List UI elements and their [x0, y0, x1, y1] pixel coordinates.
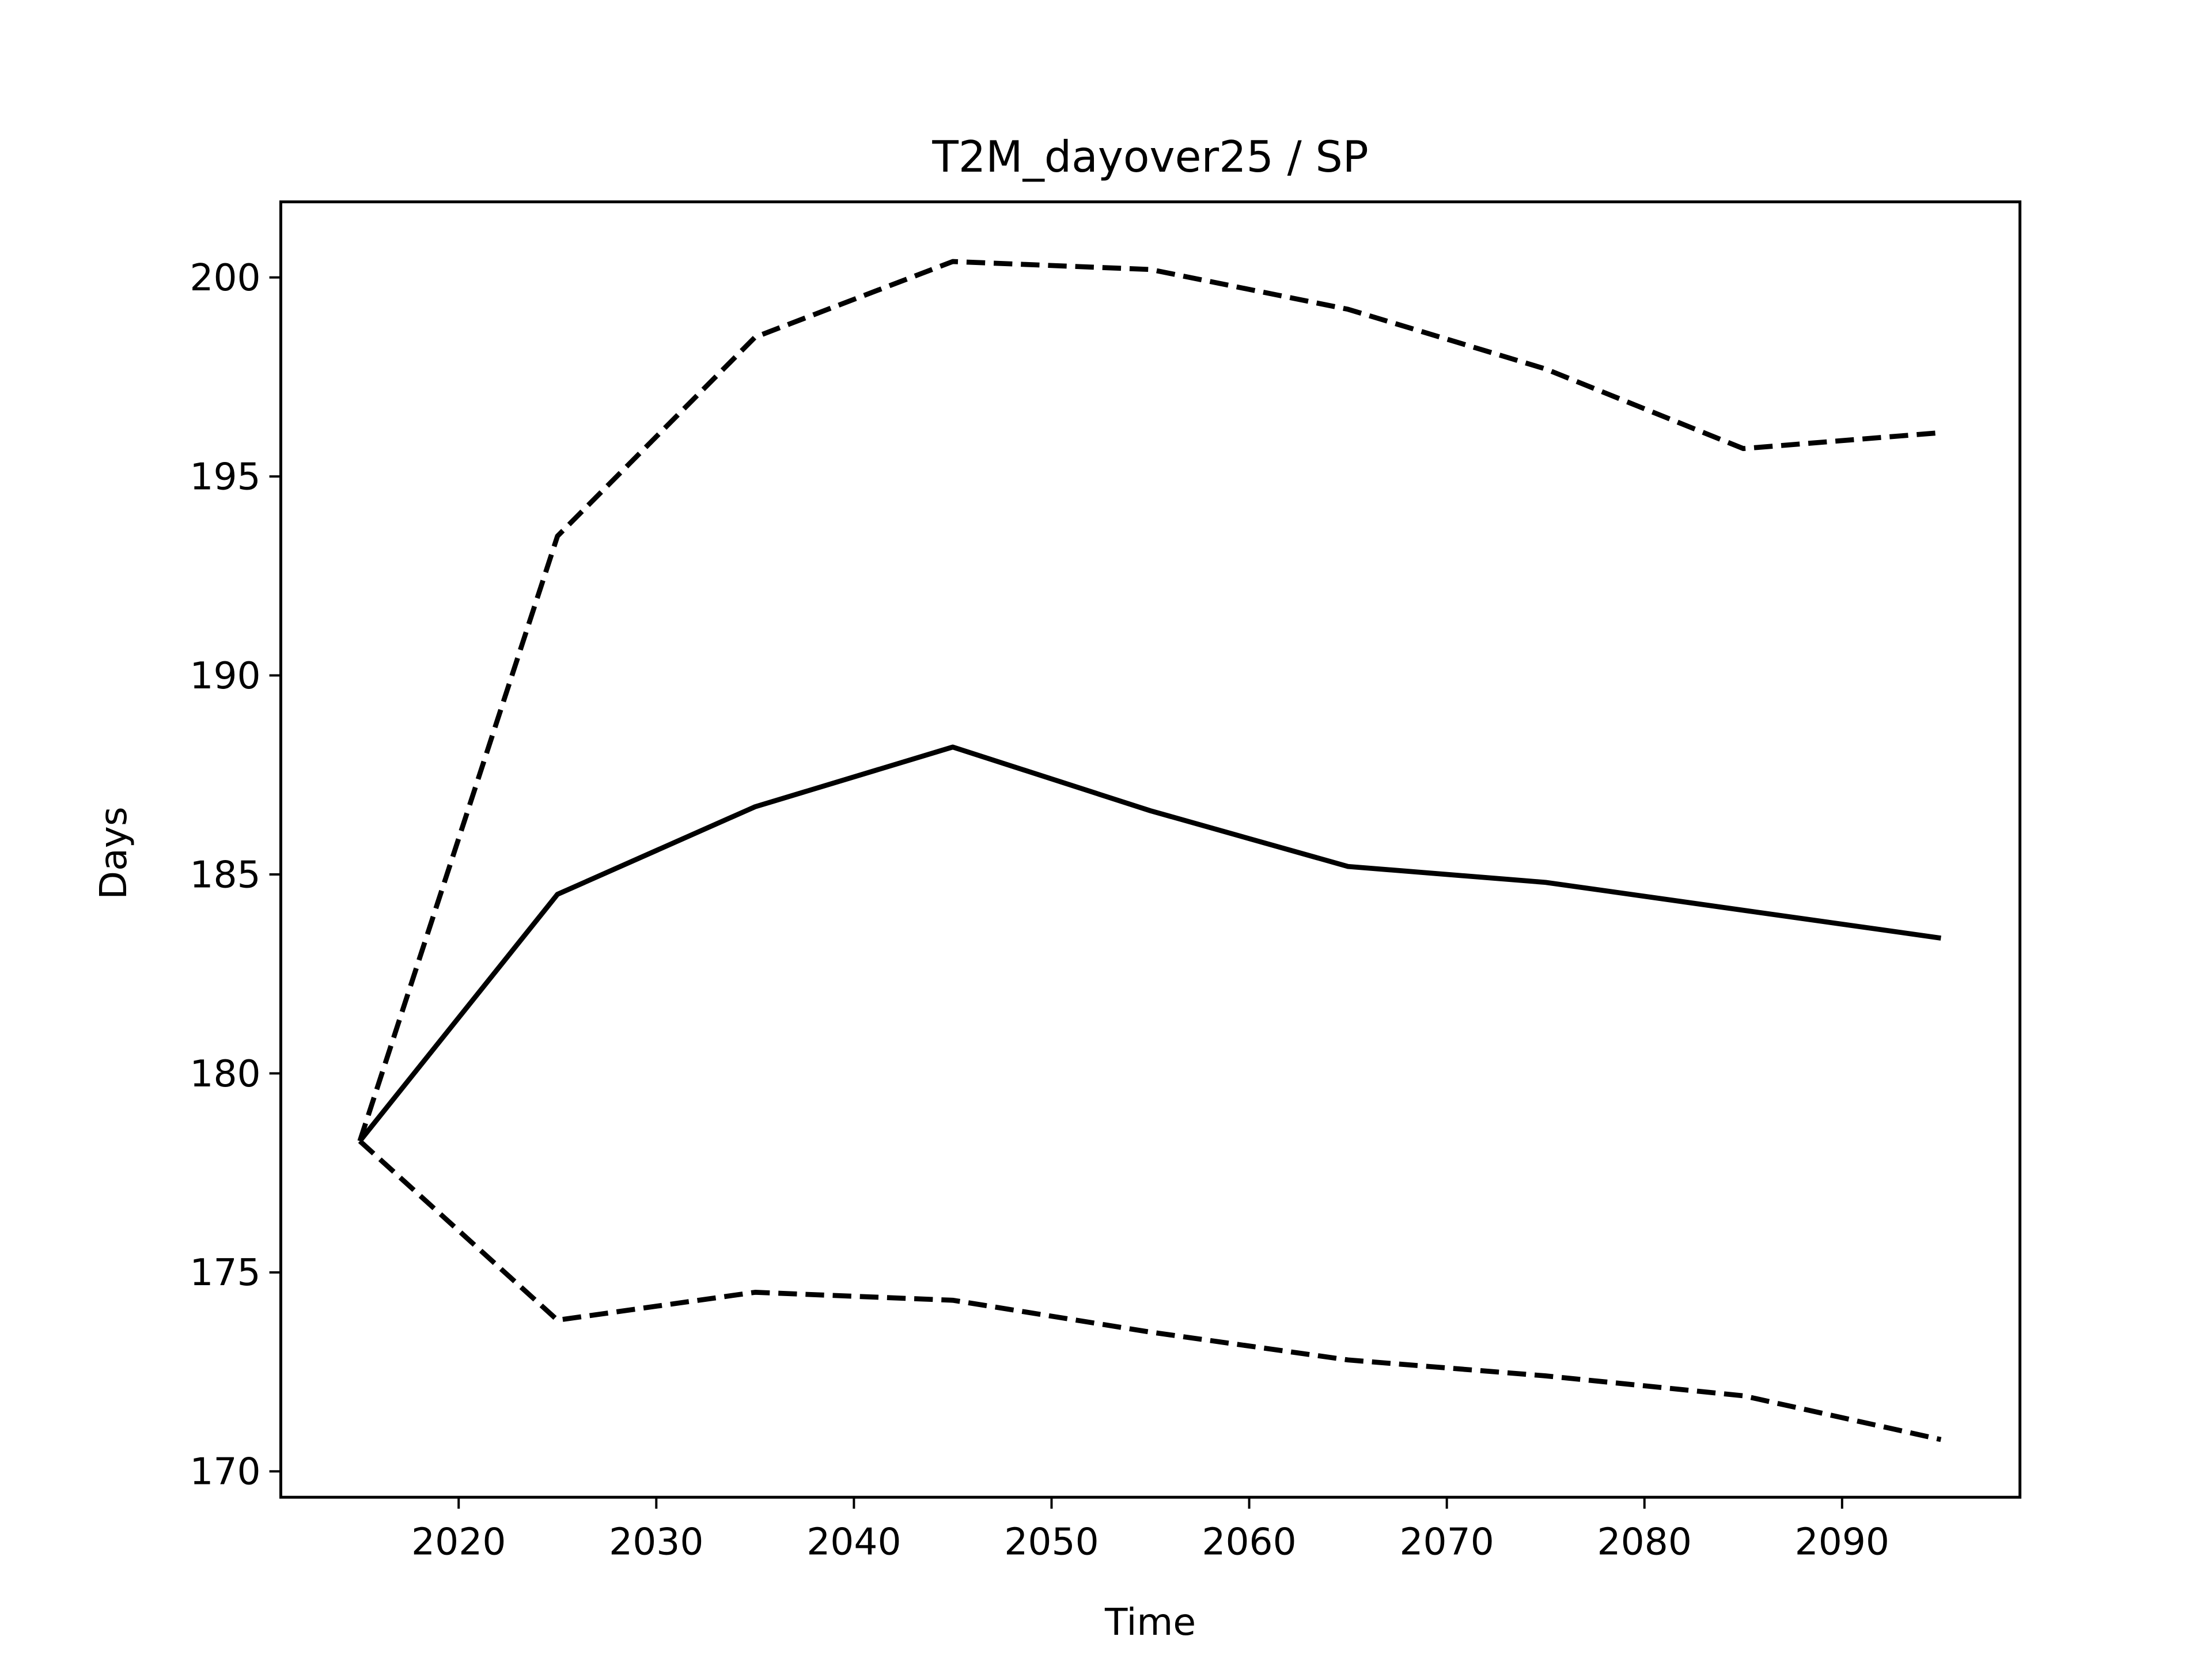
x-tick-label: 2090 [1795, 1521, 1889, 1564]
x-tick-label: 2040 [806, 1521, 901, 1564]
y-axis-label: Days [92, 806, 135, 899]
axis-ticks: 2020 2030 2040 2050 2060 2070 2080 2090 170 175 18… [190, 256, 1889, 1564]
series-line-2 [358, 1139, 1942, 1442]
x-tick-label: 2030 [609, 1521, 703, 1564]
x-tick-label: 2070 [1399, 1521, 1494, 1564]
y-tick-label: 190 [190, 654, 260, 698]
y-tick-label: 175 [190, 1251, 260, 1294]
x-tick-label: 2020 [411, 1521, 506, 1564]
y-tick-label: 170 [190, 1450, 260, 1494]
y-tick-label: 195 [190, 455, 260, 498]
chart-title: T2M_dayover25 / SP [931, 132, 1368, 182]
plot-area [357, 259, 1942, 1442]
y-tick-label: 200 [190, 256, 260, 300]
x-axis-label: Time [1104, 1601, 1196, 1644]
y-tick-label: 180 [190, 1052, 260, 1096]
x-tick-label: 2060 [1202, 1521, 1296, 1564]
x-tick-label: 2080 [1597, 1521, 1692, 1564]
series-line-0 [358, 744, 1941, 1143]
axes-frame [279, 200, 2022, 1499]
x-tick-label: 2050 [1004, 1521, 1099, 1564]
y-tick-label: 185 [190, 853, 260, 896]
